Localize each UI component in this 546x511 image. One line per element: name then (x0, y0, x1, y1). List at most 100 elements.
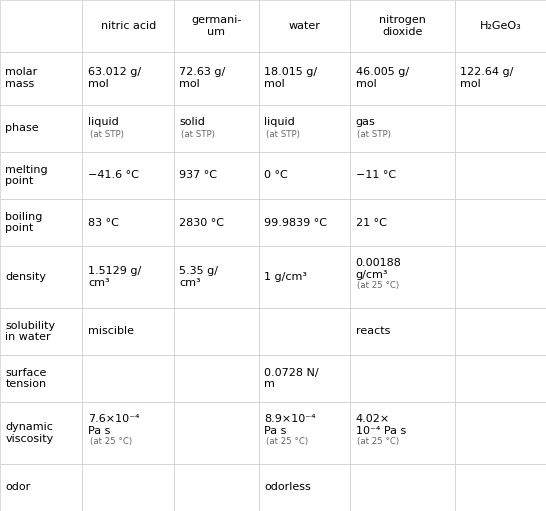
Bar (351, 199, 455, 246)
Bar (82, 246, 174, 308)
Bar (259, 199, 351, 246)
Bar (82, 464, 174, 511)
Bar (351, 308, 455, 355)
Text: 63.012 g/
mol: 63.012 g/ mol (88, 67, 141, 89)
Text: solid: solid (179, 117, 205, 127)
Bar (82, 0, 174, 52)
Text: reacts: reacts (356, 327, 390, 336)
Bar (455, 464, 546, 511)
Bar (82, 52, 174, 105)
Bar (0, 152, 82, 199)
Bar (174, 402, 259, 464)
Text: odorless: odorless (264, 482, 311, 493)
Text: −41.6 °C: −41.6 °C (88, 171, 139, 180)
Bar (0, 464, 82, 511)
Text: (at 25 °C): (at 25 °C) (358, 436, 400, 446)
Text: molar
mass: molar mass (5, 67, 38, 89)
Bar (259, 464, 351, 511)
Bar (351, 246, 455, 308)
Bar (455, 105, 546, 152)
Text: liquid: liquid (264, 117, 295, 127)
Bar (455, 355, 546, 402)
Text: 1.5129 g/
cm³: 1.5129 g/ cm³ (88, 266, 141, 288)
Bar (351, 52, 455, 105)
Bar (455, 152, 546, 199)
Bar (455, 52, 546, 105)
Text: 122.64 g/
mol: 122.64 g/ mol (460, 67, 513, 89)
Text: (at 25 °C): (at 25 °C) (90, 436, 132, 446)
Text: 0.0728 N/
m: 0.0728 N/ m (264, 368, 319, 389)
Bar (0, 52, 82, 105)
Text: 8.9×10⁻⁴
Pa s: 8.9×10⁻⁴ Pa s (264, 414, 316, 436)
Bar (259, 355, 351, 402)
Bar (259, 246, 351, 308)
Text: density: density (5, 272, 46, 282)
Text: 2830 °C: 2830 °C (179, 218, 224, 227)
Bar (174, 0, 259, 52)
Text: 46.005 g/
mol: 46.005 g/ mol (356, 67, 409, 89)
Bar (455, 246, 546, 308)
Text: 937 °C: 937 °C (179, 171, 217, 180)
Text: miscible: miscible (88, 327, 134, 336)
Bar (174, 52, 259, 105)
Bar (351, 355, 455, 402)
Text: H₂GeO₃: H₂GeO₃ (479, 21, 521, 31)
Bar (455, 199, 546, 246)
Text: −11 °C: −11 °C (356, 171, 396, 180)
Text: (at STP): (at STP) (90, 130, 123, 139)
Bar (455, 0, 546, 52)
Text: 99.9839 °C: 99.9839 °C (264, 218, 327, 227)
Text: water: water (289, 21, 321, 31)
Text: (at 25 °C): (at 25 °C) (266, 436, 308, 446)
Text: nitric acid: nitric acid (100, 21, 156, 31)
Bar (351, 152, 455, 199)
Text: 0.00188
g/cm³: 0.00188 g/cm³ (356, 258, 402, 280)
Bar (0, 0, 82, 52)
Text: 0 °C: 0 °C (264, 171, 288, 180)
Text: solubility
in water: solubility in water (5, 320, 56, 342)
Text: (at STP): (at STP) (181, 130, 215, 139)
Text: nitrogen
dioxide: nitrogen dioxide (379, 15, 426, 37)
Text: (at STP): (at STP) (358, 130, 391, 139)
Text: 83 °C: 83 °C (88, 218, 118, 227)
Bar (0, 308, 82, 355)
Bar (82, 152, 174, 199)
Text: (at 25 °C): (at 25 °C) (358, 281, 400, 290)
Bar (351, 0, 455, 52)
Bar (0, 199, 82, 246)
Text: boiling
point: boiling point (5, 212, 43, 234)
Bar (259, 152, 351, 199)
Text: melting
point: melting point (5, 165, 48, 186)
Bar (174, 355, 259, 402)
Text: (at STP): (at STP) (266, 130, 300, 139)
Text: odor: odor (5, 482, 31, 493)
Text: 21 °C: 21 °C (356, 218, 387, 227)
Text: germani-
um: germani- um (191, 15, 241, 37)
Bar (0, 246, 82, 308)
Bar (82, 199, 174, 246)
Bar (351, 105, 455, 152)
Bar (259, 52, 351, 105)
Bar (0, 402, 82, 464)
Text: 18.015 g/
mol: 18.015 g/ mol (264, 67, 317, 89)
Bar (82, 308, 174, 355)
Bar (174, 199, 259, 246)
Bar (174, 246, 259, 308)
Bar (259, 402, 351, 464)
Text: surface
tension: surface tension (5, 368, 47, 389)
Bar (259, 0, 351, 52)
Bar (351, 402, 455, 464)
Text: dynamic
viscosity: dynamic viscosity (5, 422, 54, 444)
Text: phase: phase (5, 123, 39, 133)
Bar (174, 152, 259, 199)
Text: liquid: liquid (88, 117, 118, 127)
Bar (82, 105, 174, 152)
Bar (259, 308, 351, 355)
Text: 7.6×10⁻⁴
Pa s: 7.6×10⁻⁴ Pa s (88, 414, 139, 436)
Text: 5.35 g/
cm³: 5.35 g/ cm³ (179, 266, 218, 288)
Bar (0, 355, 82, 402)
Text: 4.02×
10⁻⁴ Pa s: 4.02× 10⁻⁴ Pa s (356, 414, 406, 436)
Text: 1 g/cm³: 1 g/cm³ (264, 272, 307, 282)
Bar (0, 105, 82, 152)
Text: gas: gas (356, 117, 376, 127)
